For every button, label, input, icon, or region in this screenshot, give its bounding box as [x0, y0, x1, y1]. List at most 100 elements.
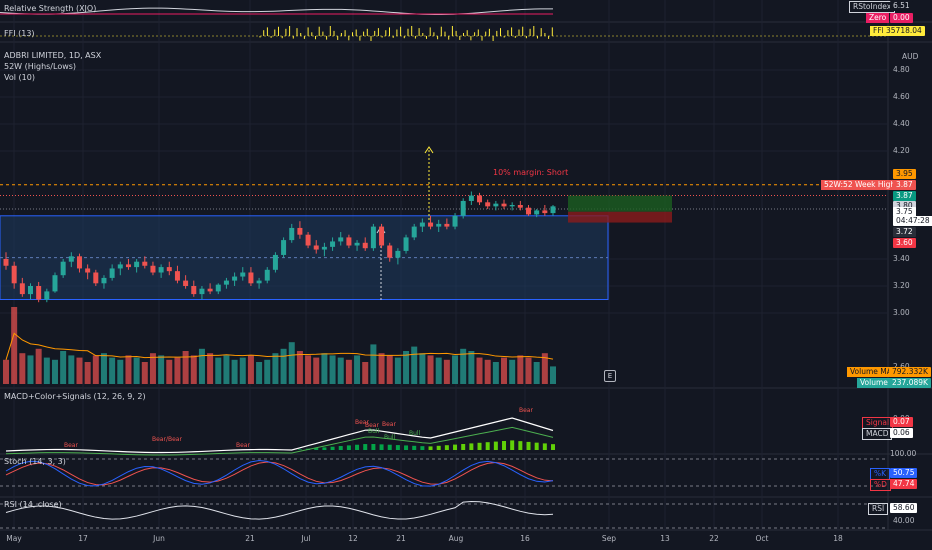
- candle-body: [354, 242, 360, 246]
- macd-pane-title[interactable]: MACD+Color+Signals (12, 26, 9, 2): [4, 392, 146, 401]
- signal-label: Bear: [64, 442, 78, 449]
- price-badge-380: 3.80: [893, 201, 916, 211]
- candle-body: [142, 261, 148, 266]
- candle-body: [264, 269, 270, 281]
- macd-signal-line: [5, 426, 554, 456]
- candle-body: [36, 286, 42, 300]
- macd-hist-bar: [363, 444, 368, 450]
- macd-hist-bar: [322, 447, 327, 450]
- macd-hist-bar: [510, 440, 515, 450]
- volume-bar: [166, 359, 173, 384]
- candle-body: [44, 291, 50, 300]
- signal-label: Bear: [519, 407, 533, 414]
- candle-body: [183, 280, 189, 286]
- volume-bar: [35, 348, 42, 384]
- ffi-value-badge: 35718.04: [883, 26, 925, 36]
- macd-hist-bar: [404, 445, 409, 450]
- signal-label: Bull: [409, 430, 421, 437]
- date-label: Jun: [153, 534, 165, 543]
- price-axis-label: 3.20: [893, 281, 910, 290]
- candle-body: [191, 286, 197, 295]
- volume-bar: [92, 355, 99, 384]
- price-axis-label: 2.60: [893, 362, 910, 371]
- rsi-line: [5, 501, 554, 520]
- volume-badge: 237.089K: [889, 378, 931, 388]
- volume-bar: [476, 357, 483, 384]
- volume-bar: [370, 344, 377, 384]
- candle-body: [395, 250, 401, 258]
- currency-label[interactable]: AUD: [902, 52, 919, 61]
- macd-hist-bar: [485, 442, 490, 450]
- symbol-title[interactable]: ADBRI LIMITED, 1D, ASX: [4, 51, 102, 60]
- candle-body: [550, 206, 556, 214]
- candle-body: [460, 200, 466, 216]
- volume-legend: Volume: [857, 378, 891, 388]
- candle-body: [411, 226, 417, 238]
- macd-hist-bar: [387, 444, 392, 450]
- candle-body: [11, 265, 17, 284]
- price-badge-395: 3.95: [893, 169, 916, 179]
- volume-bar: [435, 357, 442, 384]
- projection-arrow: [424, 146, 434, 154]
- macd-line: [5, 417, 554, 454]
- rsi-pane-title[interactable]: RSI (14, close): [4, 500, 62, 509]
- volume-bar: [525, 357, 532, 384]
- volume-bar: [452, 355, 459, 384]
- macd-hist-bar: [477, 442, 482, 450]
- volume-bar: [158, 355, 165, 384]
- volume-bar: [460, 348, 467, 384]
- macd-hist-bar: [371, 444, 376, 450]
- candle-body: [379, 226, 385, 246]
- short-margin-annotation[interactable]: 10% margin: Short: [493, 168, 569, 177]
- price-badge-360: 3.60: [893, 238, 916, 248]
- price-axis-label: 4.60: [893, 92, 910, 101]
- volume-bar: [484, 359, 491, 384]
- study-vol-title[interactable]: Vol (10): [4, 73, 35, 82]
- candle-body: [526, 207, 532, 215]
- candle-body: [436, 223, 442, 227]
- date-label: 21: [396, 534, 406, 543]
- price-badge-372: 3.72: [893, 227, 916, 237]
- volume-bar: [509, 359, 516, 384]
- volume-bar: [76, 357, 83, 384]
- candle-body: [477, 195, 483, 203]
- volume-bar: [337, 357, 344, 384]
- ffi-pane-title[interactable]: FFI (13): [4, 29, 35, 38]
- candle-body: [297, 227, 303, 235]
- date-label: 18: [833, 534, 843, 543]
- date-label: 12: [348, 534, 358, 543]
- volume-bar: [190, 355, 197, 384]
- macd-hist-bar: [534, 442, 539, 450]
- volume-bar: [125, 355, 132, 384]
- macd-hist-bar: [297, 449, 302, 450]
- macd-hist-bar: [412, 445, 417, 450]
- volume-bar: [109, 357, 116, 384]
- candle-body: [281, 240, 287, 255]
- candle-body: [19, 283, 25, 295]
- volume-bar: [378, 353, 385, 384]
- ffi-legend: FFI: [870, 26, 887, 36]
- candle-body: [338, 237, 344, 242]
- candle-body: [207, 288, 213, 292]
- study-52w-title[interactable]: 52W (Highs/Lows): [4, 62, 77, 71]
- countdown-badge: 04:47:28: [893, 216, 932, 226]
- candle-body: [485, 202, 491, 207]
- earnings-marker[interactable]: E: [604, 370, 616, 382]
- candle-body: [232, 276, 238, 281]
- volume-ma-badge: 792.332K: [889, 367, 931, 377]
- volume-bar: [394, 357, 401, 384]
- price-axis-label: 3.40: [893, 254, 910, 263]
- volume-bar: [215, 357, 222, 384]
- macd-hist-bar: [518, 441, 523, 450]
- volume-ma-legend: Volume MA: [847, 367, 895, 377]
- candle-body: [468, 195, 474, 201]
- rs-pane-title[interactable]: Relative Strength (XJO): [4, 4, 97, 13]
- candle-body: [370, 226, 376, 249]
- volume-bar: [247, 355, 254, 384]
- stoch-k-badge: 50.75: [890, 468, 918, 478]
- signal-label: Bear: [236, 442, 250, 449]
- signal-label: Bear/Bear: [152, 436, 182, 443]
- stoch-pane-title[interactable]: Stoch (14, 3, 3): [4, 457, 66, 466]
- volume-bar: [84, 362, 91, 384]
